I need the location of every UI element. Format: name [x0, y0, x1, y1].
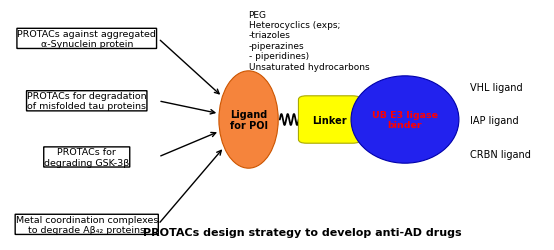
Text: UB E3 ligase
binder: UB E3 ligase binder: [372, 110, 438, 130]
FancyBboxPatch shape: [299, 96, 361, 144]
Text: VHL ligand: VHL ligand: [470, 83, 522, 93]
Ellipse shape: [351, 76, 459, 164]
Text: Ligand
for POI: Ligand for POI: [229, 109, 268, 131]
Text: CRBN ligand: CRBN ligand: [470, 150, 531, 160]
Text: PEG
Heterocyclics (exps;
-triazoles
-piperazines
- piperidines)
Unsaturated hydr: PEG Heterocyclics (exps; -triazoles -pip…: [249, 11, 369, 72]
Text: Linker: Linker: [312, 115, 347, 125]
Text: PROTACs design strategy to develop anti-AD drugs: PROTACs design strategy to develop anti-…: [143, 227, 462, 237]
Text: PROTACs against aggregated
α-Synuclein protein: PROTACs against aggregated α-Synuclein p…: [17, 30, 156, 49]
Text: PROTACs for degradation
of misfolded tau proteins: PROTACs for degradation of misfolded tau…: [27, 92, 147, 111]
Ellipse shape: [219, 72, 278, 168]
FancyBboxPatch shape: [11, 0, 554, 250]
Text: Metal coordination complexes
to degrade Aβ₄₂ proteins: Metal coordination complexes to degrade …: [16, 215, 158, 234]
Text: IAP ligand: IAP ligand: [470, 115, 519, 125]
Text: PROTACs for
degrading GSK-3β: PROTACs for degrading GSK-3β: [44, 148, 130, 167]
